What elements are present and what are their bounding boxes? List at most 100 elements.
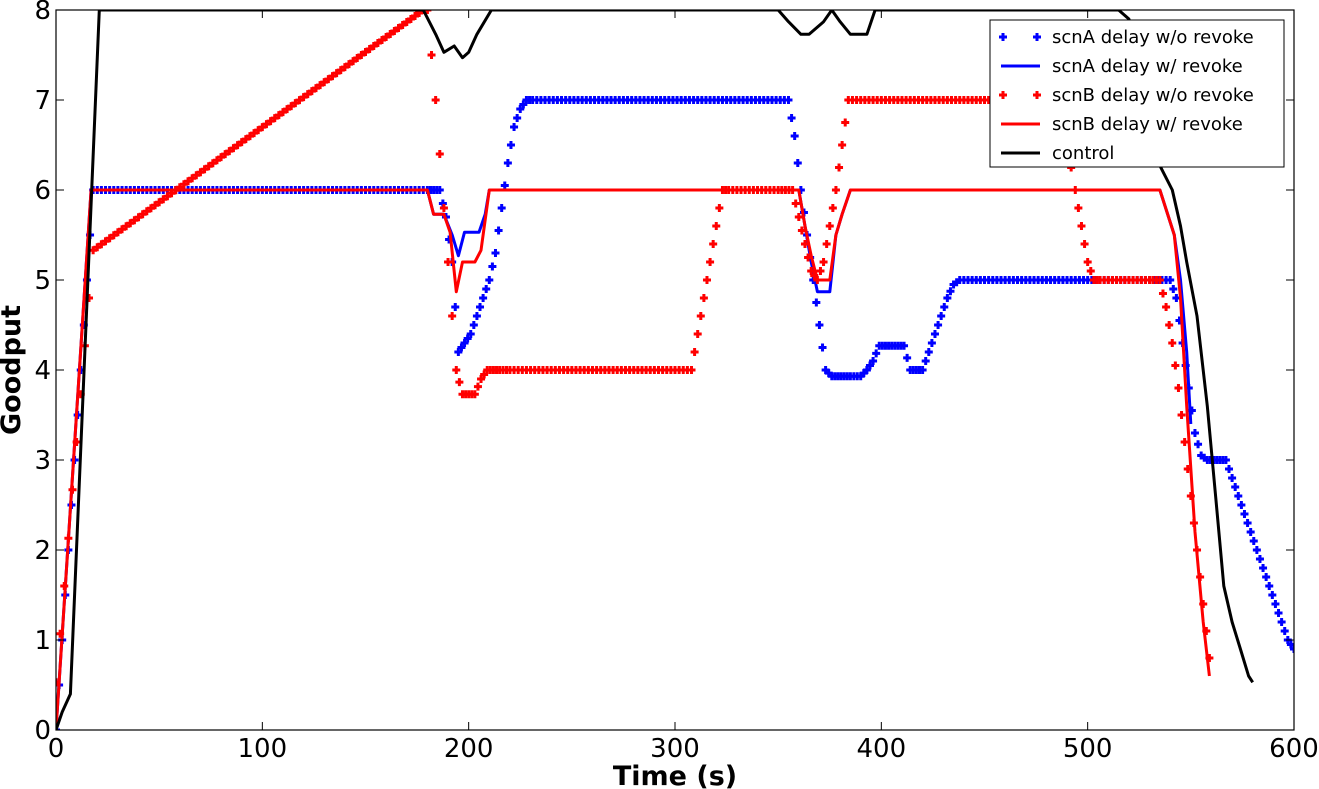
data-point-scna-delay-w-o-revoke [790,132,799,140]
data-point-scna-delay-w-o-revoke [1231,483,1240,491]
data-point-scnb-delay-w-o-revoke [696,312,705,320]
data-point-scnb-delay-w-o-revoke [838,141,847,149]
data-point-scna-delay-w-o-revoke [793,159,802,167]
data-point-scnb-delay-w-o-revoke [448,312,457,320]
data-point-scna-delay-w-o-revoke [1271,600,1280,608]
data-point-scna-delay-w-o-revoke [494,226,503,235]
data-point-scnb-delay-w-o-revoke [828,204,837,212]
data-point-scna-delay-w-o-revoke [1252,546,1261,554]
data-point-scnb-delay-w-o-revoke [444,258,453,266]
data-point-scnb-delay-w-o-revoke [687,366,696,374]
y-tick-label: 8 [34,0,51,26]
series-scna-delay-w-revoke [56,188,1193,730]
y-axis-title: Goodput [0,305,27,435]
legend-label-scnb-delay-w-revoke: scnB delay w/ revoke [1052,114,1243,135]
x-tick-label: 300 [650,734,700,764]
data-point-scnb-delay-w-o-revoke [1171,361,1180,370]
data-point-scna-delay-w-o-revoke [510,123,519,131]
x-tick-label: 600 [1269,734,1319,764]
data-point-scnb-delay-w-o-revoke [1158,289,1167,298]
data-point-scna-delay-w-o-revoke [1166,276,1175,284]
data-point-scna-delay-w-o-revoke [1262,573,1271,581]
data-point-scna-delay-w-o-revoke [1234,492,1243,500]
y-tick-label: 0 [34,716,51,746]
series-layer [56,10,1294,730]
data-point-scna-delay-w-o-revoke [506,141,515,149]
data-point-scnb-delay-w-o-revoke [480,370,489,379]
data-point-scnb-delay-w-o-revoke [473,382,482,391]
data-point-scna-delay-w-o-revoke [918,366,927,374]
data-point-scnb-delay-w-o-revoke [455,378,464,387]
data-point-scna-delay-w-o-revoke [1194,440,1203,449]
data-point-scna-delay-w-o-revoke [865,361,874,370]
data-point-scna-delay-w-o-revoke [1243,519,1252,527]
data-point-scna-delay-w-o-revoke [1225,465,1234,473]
data-point-scna-delay-w-o-revoke [787,114,796,122]
data-point-scnb-delay-w-o-revoke [439,204,448,212]
data-point-scna-delay-w-o-revoke [460,339,469,347]
data-point-scnb-delay-w-o-revoke [791,199,800,208]
y-tick-label: 7 [34,86,51,116]
data-point-scna-delay-w-o-revoke [921,357,930,365]
series-control [56,10,1254,730]
x-axis-title: Time (s) [613,761,737,789]
data-point-scnb-delay-w-o-revoke [452,366,461,374]
data-point-scna-delay-w-o-revoke [1240,510,1249,518]
data-point-scna-delay-w-o-revoke [1169,285,1178,293]
data-point-scnb-delay-w-o-revoke [435,150,444,158]
data-point-scna-delay-w-o-revoke [451,303,460,311]
data-point-scna-delay-w-o-revoke [519,100,528,109]
legend-swatch-scnb-delay-w-o-revoke [1033,91,1041,99]
x-tick-label: 400 [857,734,907,764]
data-point-scnb-delay-w-o-revoke [712,222,721,230]
legend-label-scna-delay-w-revoke: scnA delay w/ revoke [1052,56,1243,77]
data-point-scna-delay-w-o-revoke [485,276,494,284]
data-point-scnb-delay-w-o-revoke [1180,438,1189,446]
data-point-scna-delay-w-o-revoke [924,348,933,356]
data-point-scnb-delay-w-o-revoke [690,348,699,356]
data-point-scna-delay-w-o-revoke [457,343,466,352]
data-point-scna-delay-w-o-revoke [491,249,500,257]
data-point-scnb-delay-w-o-revoke [1177,411,1186,419]
data-point-scnb-delay-w-o-revoke [1165,321,1174,329]
data-point-scna-delay-w-o-revoke [1280,627,1289,635]
data-point-scna-delay-w-o-revoke [1249,537,1258,545]
legend: scnA delay w/o revoke scnA delay w/ revok… [989,19,1285,168]
data-point-scnb-delay-w-o-revoke [477,375,486,383]
data-point-scnb-delay-w-o-revoke [794,213,803,221]
data-point-scnb-delay-w-o-revoke [693,330,702,338]
data-point-scna-delay-w-o-revoke [1290,645,1294,653]
series-line-scna-delay-w-revoke [56,188,1193,730]
y-tick-label: 5 [34,266,51,296]
data-point-scna-delay-w-o-revoke [937,312,946,320]
data-point-scna-delay-w-o-revoke [943,294,952,302]
data-point-scnb-delay-w-o-revoke [427,51,436,59]
x-tick-label: 200 [444,734,494,764]
data-point-scna-delay-w-o-revoke [940,303,949,311]
data-point-scna-delay-w-o-revoke [1228,474,1237,482]
legend-swatch-scna-delay-w-o-revoke [1033,33,1041,41]
data-point-scna-delay-w-o-revoke [463,334,472,343]
series-scnb-delay-w-revoke [56,188,1211,730]
ticks-layer: 0 100 200 300 400 500 600 0 1 2 3 4 5 6 7 8 [34,0,1318,764]
data-point-scna-delay-w-o-revoke [784,96,793,104]
data-point-scna-delay-w-o-revoke [435,186,444,194]
data-point-scna-delay-w-o-revoke [469,321,478,329]
series-line-scnb-delay-w-revoke [56,188,1211,730]
legend-label-scna-delay-w-o-revoke: scnA delay w/o revoke [1052,27,1254,48]
data-point-scna-delay-w-o-revoke [934,321,943,329]
legend-label-control: control [1052,143,1114,164]
data-point-scna-delay-w-o-revoke [946,287,955,296]
series-line-control [56,10,1254,730]
data-point-scnb-delay-w-o-revoke [709,240,718,248]
data-point-scna-delay-w-o-revoke [1190,429,1199,437]
data-point-scna-delay-w-o-revoke [497,204,506,212]
data-point-scnb-delay-w-o-revoke [841,118,850,127]
data-point-scnb-delay-w-o-revoke [1077,222,1086,230]
data-point-scna-delay-w-o-revoke [1274,609,1283,617]
data-point-scna-delay-w-o-revoke [815,321,824,329]
data-point-scna-delay-w-o-revoke [900,341,909,350]
y-tick-label: 4 [34,356,51,386]
y-tick-label: 6 [34,176,51,206]
